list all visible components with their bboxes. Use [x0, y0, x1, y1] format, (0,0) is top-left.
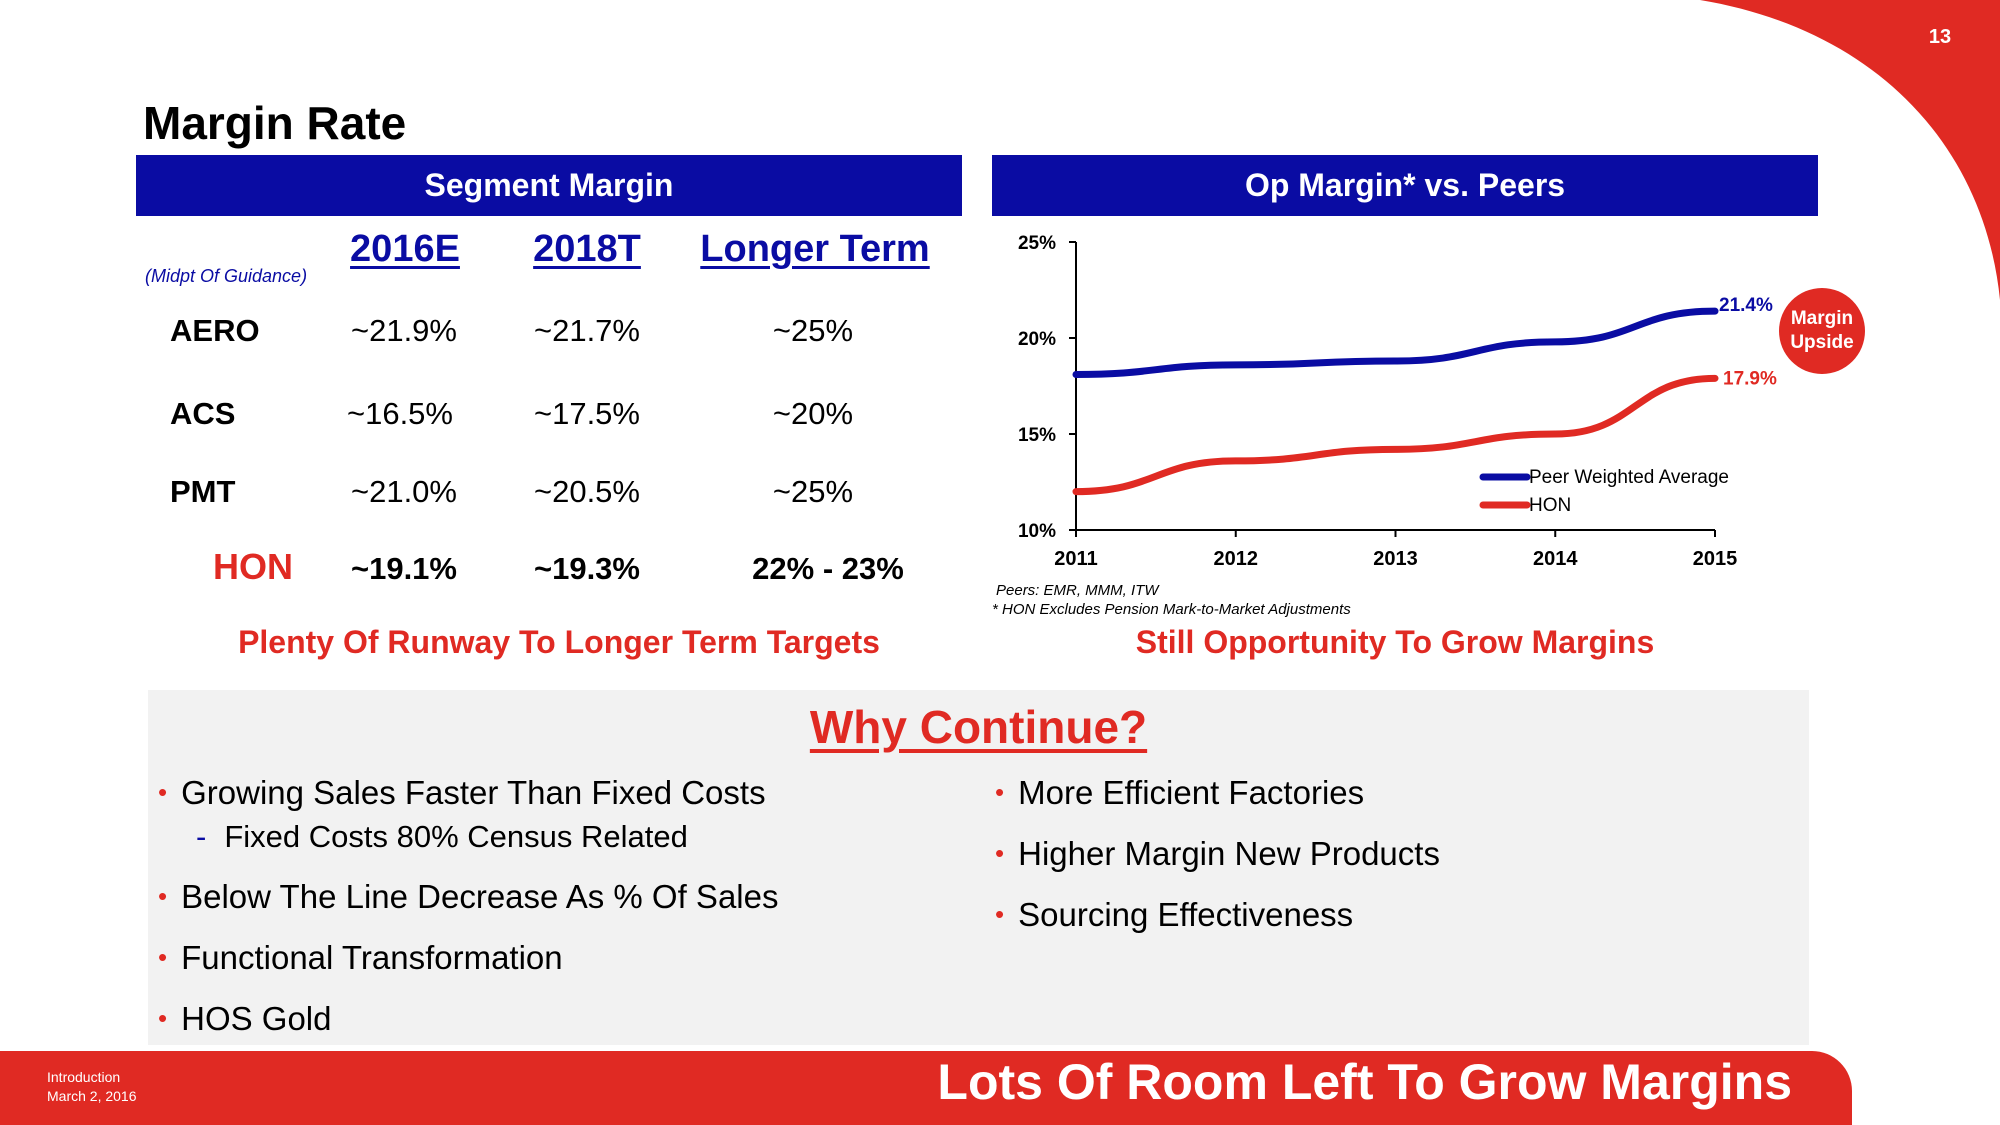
- bullet-item: • More Efficient Factories: [995, 774, 1365, 811]
- cell: ~20.5%: [533, 474, 640, 509]
- x-tick-label: 2011: [1054, 548, 1097, 570]
- footer-section: Introduction: [47, 1069, 121, 1085]
- x-tick-label: 2015: [1693, 548, 1738, 570]
- cell: ~19.1%: [350, 551, 457, 586]
- peers-subtitle: Still Opportunity To Grow Margins: [1135, 624, 1655, 660]
- why-continue-heading: Why Continue?: [809, 701, 1148, 753]
- legend-label: Peer Weighted Average: [1529, 467, 1729, 488]
- footer-headline: Lots Of Room Left To Grow Margins: [937, 1054, 1792, 1110]
- x-tick-label: 2014: [1533, 548, 1578, 570]
- peers-header: Op Margin* vs. Peers: [992, 155, 1818, 216]
- bullet-item: • Below The Line Decrease As % Of Sales: [158, 878, 779, 915]
- slide-number: 13: [1928, 26, 1952, 48]
- legend-label: HON: [1529, 495, 1571, 516]
- footer-bar: Introduction March 2, 2016 Lots Of Room …: [0, 1051, 1852, 1125]
- footer-date: March 2, 2016: [47, 1088, 137, 1104]
- col-2018t: 2018T: [533, 228, 641, 270]
- badge-line2: Upside: [1790, 332, 1854, 353]
- col-2016e: 2016E: [350, 228, 460, 270]
- margin-upside-badge: Margin Upside: [1779, 288, 1865, 374]
- row-label: ACS: [170, 396, 236, 431]
- end-value-label: 17.9%: [1723, 368, 1777, 389]
- col-longer-term: Longer Term: [700, 228, 930, 270]
- cell: ~19.3%: [533, 551, 640, 586]
- row-label: PMT: [170, 474, 236, 509]
- series-line-peer: [1072, 307, 1719, 378]
- badge-line1: Margin: [1790, 308, 1854, 329]
- segment-margin-header: Segment Margin: [136, 155, 962, 216]
- series-line-hon: [1072, 374, 1719, 496]
- y-tick-label: 20%: [1018, 329, 1056, 350]
- x-tick-label: 2013: [1373, 548, 1418, 570]
- x-tick-label: 2012: [1214, 548, 1259, 570]
- cell: ~17.5%: [533, 396, 640, 431]
- cell: 22% - 23%: [752, 551, 904, 586]
- y-tick-label: 25%: [1018, 233, 1056, 254]
- cell: ~16.5%: [346, 396, 453, 431]
- bullet-item: • Growing Sales Faster Than Fixed Costs: [158, 774, 766, 811]
- page-title: Margin Rate: [143, 97, 407, 149]
- cell: ~20%: [772, 396, 854, 431]
- midpoint-note: (Midpt Of Guidance): [145, 266, 308, 286]
- segment-subtitle: Plenty Of Runway To Longer Term Targets: [238, 624, 880, 660]
- y-tick-label: 15%: [1018, 425, 1056, 446]
- sub-bullet-item: - Fixed Costs 80% Census Related: [196, 819, 688, 854]
- cell: ~21.0%: [350, 474, 457, 509]
- why-continue-panel: Why Continue? • Growing Sales Faster Than…: [148, 690, 1809, 1045]
- bullet-item: • HOS Gold: [158, 1000, 332, 1037]
- y-tick-label: 10%: [1018, 521, 1056, 542]
- cell: ~25%: [772, 313, 854, 348]
- hon-footnote: * HON Excludes Pension Mark-to-Market Ad…: [992, 601, 1351, 618]
- end-value-label: 21.4%: [1719, 295, 1773, 316]
- row-label: AERO: [170, 313, 260, 348]
- cell: ~21.7%: [533, 313, 640, 348]
- bullet-item: • Functional Transformation: [158, 939, 563, 976]
- cell: ~25%: [772, 474, 854, 509]
- bullet-item: • Higher Margin New Products: [995, 835, 1440, 872]
- cell: ~21.9%: [350, 313, 457, 348]
- row-label: HON: [213, 546, 293, 587]
- peers-footnote: Peers: EMR, MMM, ITW: [996, 582, 1159, 599]
- bullet-item: • Sourcing Effectiveness: [995, 896, 1354, 933]
